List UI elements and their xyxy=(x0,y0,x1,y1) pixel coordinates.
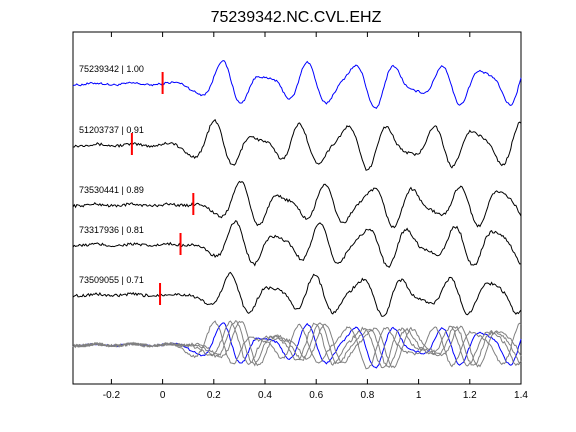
x-tick-label: 1.2 xyxy=(463,390,477,401)
chart-title: 75239342.NC.CVL.EHZ xyxy=(211,9,382,26)
trace-line xyxy=(72,180,522,229)
x-tick-label: 0.2 xyxy=(207,390,221,401)
trace-line xyxy=(72,220,522,269)
plot-frame xyxy=(72,31,522,385)
stack-overlay-group xyxy=(72,320,522,370)
x-tick-label: -0.2 xyxy=(103,390,121,401)
trace-label: 73509055 | 0.71 xyxy=(79,275,144,285)
traces-group: 75239342 | 1.00 51203737 | 0.91 73530441 |… xyxy=(72,60,522,317)
trace-label: 51203737 | 0.91 xyxy=(79,125,144,135)
trace-line xyxy=(72,271,522,317)
trace-line xyxy=(72,60,522,109)
x-tick-label: 0 xyxy=(160,390,166,401)
trace-line xyxy=(73,118,522,171)
x-tick-label: 1.4 xyxy=(514,390,528,401)
x-tick-label: 1 xyxy=(416,390,422,401)
x-tick-label: 0.8 xyxy=(360,390,374,401)
trace-label: 73530441 | 0.89 xyxy=(79,185,144,195)
stack-trace-line xyxy=(72,320,522,369)
trace-label: 75239342 | 1.00 xyxy=(79,64,144,74)
trace-label: 73317936 | 0.81 xyxy=(79,225,144,235)
x-tick-label: 0.4 xyxy=(258,390,272,401)
x-axis: -0.2 0 0.2 0.4 0.6 0.8 1 1.2 1.4 xyxy=(103,32,528,401)
x-tick-label: 0.6 xyxy=(309,390,323,401)
